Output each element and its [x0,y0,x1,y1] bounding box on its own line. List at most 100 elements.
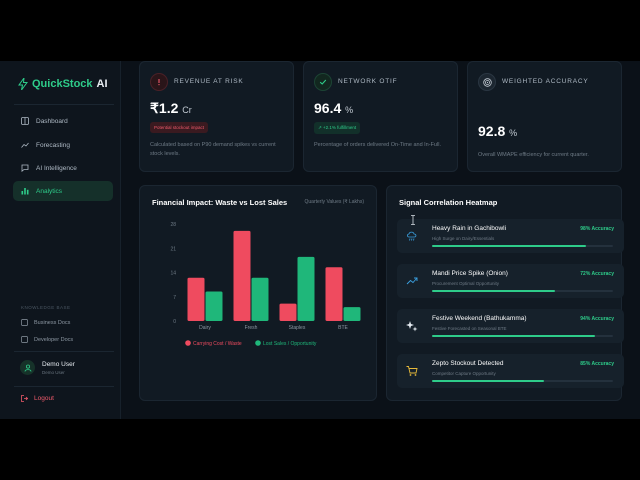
kpi-card-network-otif: NETWORK OTIF 96.4 % ↗ +2.1% fulfillment … [303,61,458,172]
kpi-value: 92.8 % [478,123,518,139]
text-cursor-icon [411,215,415,225]
signal-row[interactable]: Mandi Price Spike (Onion) Procurement Op… [397,264,624,298]
bar-staples-lost-sales [297,256,315,321]
bar-bte-waste [325,267,343,321]
developer-docs-link[interactable]: Developer Docs [21,336,73,343]
heatmap-title: Signal Correlation Heatmap [399,198,498,207]
chat-icon [21,164,29,172]
brand-name: QuickStock [32,78,93,90]
signal-accuracy: 98% Accuracy [580,226,614,232]
x-tick-label: Fresh [245,325,258,331]
signal-name: Heavy Rain in Gachibowli [432,225,507,232]
accuracy-bar [432,380,545,382]
y-tick-label: 14 [170,271,176,277]
brand-logo[interactable]: QuickStock AI [18,78,108,90]
legend-label: Carrying Cost / Waste [193,341,242,347]
bar-fresh-waste [233,230,251,321]
signal-row[interactable]: Festive Weekend (Bathukamma) Festive For… [397,309,624,343]
nav-label: Analytics [36,187,63,195]
signal-description: High Surge on Dairy/Essentials [432,236,495,241]
alert-circle-icon [150,73,168,91]
grid-icon [21,117,29,125]
bar-dairy-lost-sales [205,291,223,321]
bar-staples-waste [279,303,297,321]
accuracy-track [432,290,613,292]
signal-description: Competitor Capture Opportunity [432,371,496,376]
user-icon [24,364,31,372]
x-tick-label: BTE [338,325,348,331]
status-badge: ↗ +2.1% fulfillment [314,122,361,134]
y-tick-label: 7 [173,295,176,301]
accuracy-bar [432,290,556,292]
signal-description: Procurement Optimal Opportunity [432,281,500,286]
y-tick-label: 0 [173,319,176,325]
divider [14,351,114,352]
business-docs-link[interactable]: Business Docs [21,319,70,326]
signal-accuracy: 85% Accuracy [580,361,614,367]
bar-fresh-lost-sales [251,277,269,321]
signal-row[interactable]: Zepto Stockout Detected Competitor Captu… [397,354,624,388]
cart-icon [406,366,418,376]
signal-name: Zepto Stockout Detected [432,360,504,367]
user-role: Demo User [42,369,65,375]
kpi-title: NETWORK OTIF [338,78,398,85]
legend-swatch [185,340,191,346]
bolt-icon [18,78,28,90]
chart-card: Financial Impact: Waste vs Lost Sales Qu… [139,185,377,401]
signal-name: Mandi Price Spike (Onion) [432,270,508,277]
user-name: Demo User [42,360,75,368]
user-profile[interactable]: Demo User Demo User [20,360,75,375]
y-tick-label: 28 [170,222,176,228]
accuracy-track [432,335,613,337]
bar-chart-icon [21,188,29,195]
heatmap-card: Signal Correlation Heatmap Heavy Rain in… [386,185,624,401]
x-tick-label: Staples [289,325,306,331]
nav-item-analytics[interactable]: Analytics [13,181,113,201]
kpi-description: Calculated based on P90 demand spikes vs… [150,142,276,157]
accuracy-bar [432,335,595,337]
avatar [20,360,35,375]
logout-icon [21,395,28,402]
kpi-card-revenue-at-risk: REVENUE AT RISK ₹1.2 Cr Potential stocko… [139,61,294,172]
nav-item-ai-intelligence[interactable]: AI Intelligence [13,158,113,178]
legend-label: Lost Sales / Opportunity [263,341,317,347]
kpi-title: REVENUE AT RISK [174,78,244,85]
cloud-rain-icon [407,231,417,241]
code-icon [21,336,28,343]
accuracy-bar [432,245,586,247]
nav-label: Forecasting [36,141,70,149]
legend-swatch [255,340,261,346]
target-icon [478,73,496,91]
kpi-description: Percentage of orders delivered On-Time a… [314,142,441,148]
chart-subtitle: Quarterly Values (₹ Lakhs) [304,199,365,205]
y-tick-label: 21 [170,246,176,252]
brand-suffix: AI [96,78,108,90]
signal-accuracy: 94% Accuracy [580,316,614,322]
chart-title: Financial Impact: Waste vs Lost Sales [152,198,288,207]
bar-bte-lost-sales [343,307,361,321]
nav-item-forecasting[interactable]: Forecasting [13,135,113,155]
accuracy-track [432,245,613,247]
signal-row[interactable]: Heavy Rain in Gachibowli High Surge on D… [397,219,624,253]
signal-accuracy: 72% Accuracy [580,271,614,277]
x-tick-label: Dairy [199,325,211,331]
logout-button[interactable]: Logout [21,395,54,402]
divider [14,104,114,105]
bar-chart: 0 7 14 21 28 Dairy Fresh Staples BTE Carrying Cos… [170,222,361,347]
kpi-title: WEIGHTED ACCURACY [502,78,589,85]
kpi-card-weighted-accuracy: WEIGHTED ACCURACY 92.8 % Overall WMAPE e… [467,61,622,172]
doc-label: Developer Docs [34,336,74,343]
logout-label: Logout [34,395,54,402]
nav-label: AI Intelligence [36,164,77,172]
trend-icon [21,142,29,148]
kpi-description: Overall WMAPE efficiency for current qua… [478,152,589,158]
nav-item-dashboard[interactable]: Dashboard [13,111,113,131]
signal-name: Festive Weekend (Bathukamma) [432,315,527,322]
sparkle-icon [406,321,418,332]
divider [14,386,114,387]
knowledge-base-title: KNOWLEDGE BASE [21,305,71,310]
signal-description: Festive Forecasted on Seasonal BTE [432,326,507,331]
kpi-value: 96.4 % [314,100,354,116]
nav-label: Dashboard [36,117,68,125]
doc-label: Business Docs [34,319,71,326]
